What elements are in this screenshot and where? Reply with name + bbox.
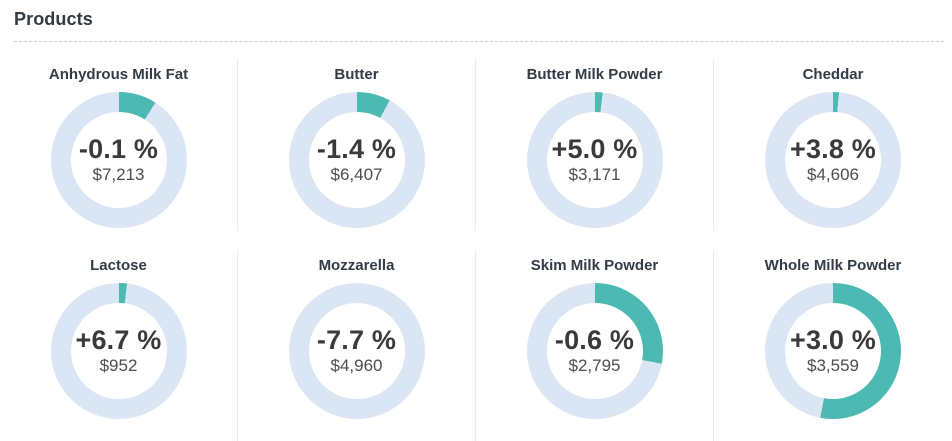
price-value: $4,606: [807, 165, 859, 185]
donut-chart: -0.6 % $2,795: [526, 283, 663, 419]
change-value: +3.0 %: [789, 324, 876, 355]
product-title: Lactose: [90, 257, 147, 274]
product-title: Anhydrous Milk Fat: [48, 66, 189, 83]
product-card-butter[interactable]: Butter -1.4 % $6,407: [238, 59, 476, 231]
donut-center: -0.1 % $7,213: [70, 112, 167, 208]
donut-center: -0.6 % $2,795: [546, 303, 643, 399]
product-title: Mozzarella: [318, 257, 395, 274]
product-card-skim-milk-powder[interactable]: Skim Milk Powder -0.6 % $2,795: [476, 250, 714, 441]
price-value: $952: [99, 356, 138, 376]
price-value: $4,960: [330, 356, 383, 376]
donut-chart: -7.7 % $4,960: [288, 283, 425, 419]
product-title: Butter: [334, 66, 379, 83]
change-value: +3.8 %: [789, 133, 876, 164]
product-card-cheddar[interactable]: Cheddar +3.8 % $4,606: [714, 59, 952, 231]
donut-chart: -0.1 % $7,213: [50, 92, 187, 228]
header-divider: [14, 41, 944, 42]
donut-center: +3.0 % $3,559: [785, 303, 881, 399]
products-grid: Anhydrous Milk Fat -0.1 % $7,213 Butter …: [0, 59, 952, 441]
donut-chart: +6.7 % $952: [50, 283, 187, 419]
price-value: $6,407: [330, 165, 383, 185]
change-value: -0.6 %: [554, 324, 635, 355]
donut-center: +5.0 % $3,171: [546, 112, 643, 208]
donut-center: -1.4 % $6,407: [308, 112, 405, 208]
product-title: Cheddar: [802, 66, 864, 83]
product-title: Butter Milk Powder: [526, 66, 663, 83]
donut-chart: +3.8 % $4,606: [765, 92, 901, 228]
product-title: Skim Milk Powder: [530, 257, 659, 274]
product-card-butter-milk-powder[interactable]: Butter Milk Powder +5.0 % $3,171: [476, 59, 714, 231]
product-card-mozzarella[interactable]: Mozzarella -7.7 % $4,960: [238, 250, 476, 441]
donut-chart: +3.0 % $3,559: [765, 283, 901, 419]
donut-center: +6.7 % $952: [70, 303, 167, 399]
change-value: -0.1 %: [78, 133, 159, 164]
change-value: +6.7 %: [75, 324, 162, 355]
donut-chart: -1.4 % $6,407: [288, 92, 425, 228]
change-value: -7.7 %: [316, 324, 397, 355]
product-card-anhydrous-milk-fat[interactable]: Anhydrous Milk Fat -0.1 % $7,213: [0, 59, 238, 231]
product-card-whole-milk-powder[interactable]: Whole Milk Powder +3.0 % $3,559: [714, 250, 952, 441]
product-title: Whole Milk Powder: [764, 257, 902, 274]
donut-center: -7.7 % $4,960: [308, 303, 405, 399]
price-value: $7,213: [92, 165, 145, 185]
price-value: $3,559: [807, 356, 859, 376]
change-value: +5.0 %: [551, 133, 638, 164]
page-title: Products: [14, 9, 93, 29]
price-value: $2,795: [568, 356, 621, 376]
product-card-lactose[interactable]: Lactose +6.7 % $952: [0, 250, 238, 441]
page-header: Products: [0, 0, 952, 30]
change-value: -1.4 %: [316, 133, 397, 164]
price-value: $3,171: [568, 165, 621, 185]
donut-center: +3.8 % $4,606: [785, 112, 881, 208]
donut-chart: +5.0 % $3,171: [526, 92, 663, 228]
